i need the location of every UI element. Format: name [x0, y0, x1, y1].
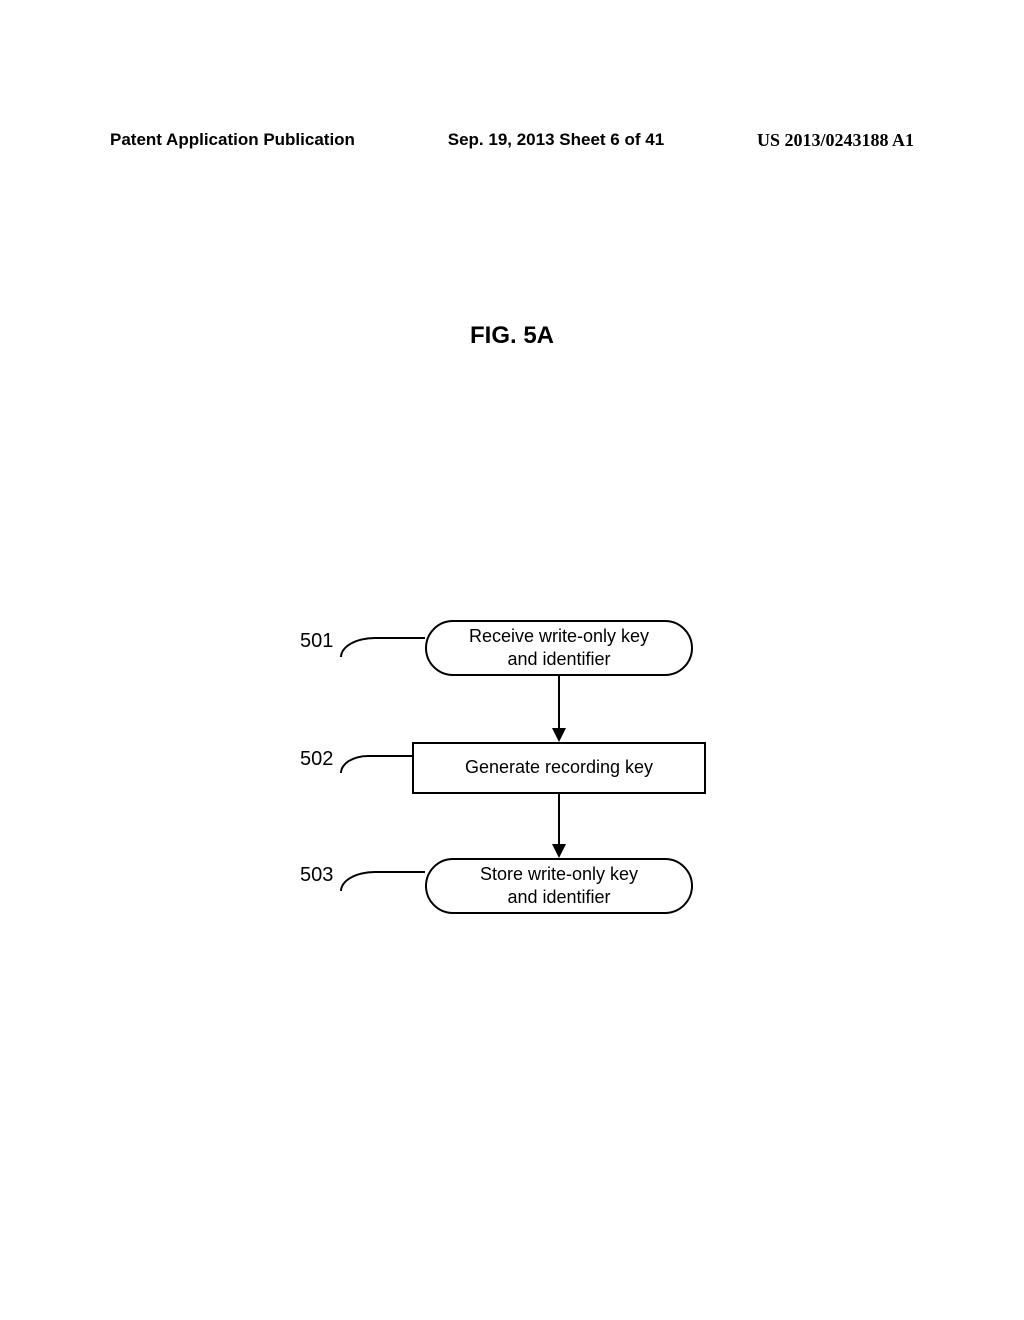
node-generate-key: Generate recording key [412, 742, 706, 794]
leader-line [375, 637, 425, 639]
node-text: Receive write-only key and identifier [469, 625, 649, 672]
leader-line [340, 871, 375, 891]
patent-number: US 2013/0243188 A1 [757, 130, 914, 151]
node-label-502: 502 [300, 748, 333, 771]
node-store-key: Store write-only key and identifier [425, 858, 693, 914]
leader-line [368, 755, 412, 757]
flowchart-diagram: 501 Receive write-only key and identifie… [0, 620, 1024, 1020]
node-receive-key: Receive write-only key and identifier [425, 620, 693, 676]
node-text: Store write-only key and identifier [480, 863, 638, 910]
arrow-line [558, 794, 560, 846]
leader-line [375, 871, 425, 873]
arrow-head-icon [552, 844, 566, 858]
node-text: Generate recording key [465, 756, 653, 779]
page-header: Patent Application Publication Sep. 19, … [0, 130, 1024, 151]
node-label-503: 503 [300, 864, 333, 887]
leader-line [340, 755, 368, 773]
date-sheet-label: Sep. 19, 2013 Sheet 6 of 41 [448, 130, 664, 151]
leader-line [340, 637, 375, 657]
arrow-head-icon [552, 728, 566, 742]
node-label-501: 501 [300, 630, 333, 653]
figure-title: FIG. 5A [0, 322, 1024, 350]
arrow-line [558, 676, 560, 730]
publication-label: Patent Application Publication [110, 130, 355, 151]
